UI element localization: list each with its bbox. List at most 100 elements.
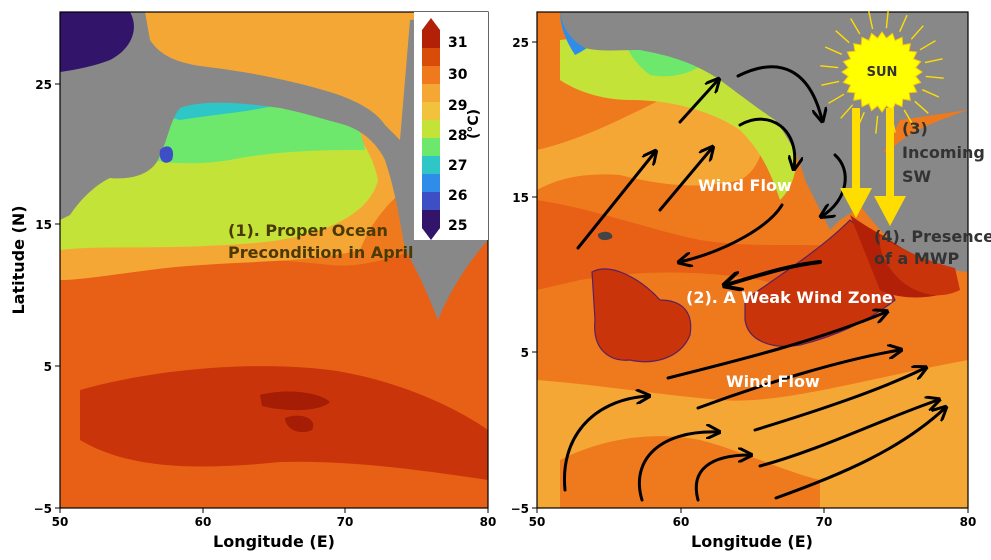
right-x-ticks: 50 60 70 80 — [529, 508, 977, 529]
right-xtick-label: 50 — [529, 515, 546, 529]
left-xtick-label: 50 — [52, 515, 69, 529]
right-xtick-label: 80 — [960, 515, 977, 529]
sun-ray — [840, 104, 854, 119]
sun-ray — [924, 58, 943, 64]
left-ytick-label: 15 — [35, 218, 52, 232]
left-xtick-label: 70 — [337, 515, 354, 529]
sun-ray — [899, 14, 908, 32]
right-xtick-label: 70 — [816, 515, 833, 529]
colorbar-segment — [422, 30, 440, 49]
colorbar-segment — [422, 210, 440, 229]
mwp-label: of a MWP — [874, 249, 959, 268]
right-ytick-label: 25 — [512, 36, 529, 50]
wind-flow-arrows — [562, 65, 945, 502]
left-annotation-line1: (1). Proper Ocean — [228, 221, 388, 240]
left-map-frame — [59, 11, 489, 509]
left-y-ticks: 25 15 5 −5 — [34, 78, 60, 516]
incoming-sw-label: (3) — [902, 119, 928, 138]
right-x-axis-label: Longitude (E) — [691, 532, 813, 551]
sun-ray — [824, 46, 842, 55]
colorbar-segment — [422, 120, 440, 139]
sun-ray — [885, 10, 889, 29]
colorbar-tick: 29 — [448, 98, 467, 114]
wind-arrow — [822, 153, 847, 216]
left-ytick-label: −5 — [34, 502, 52, 516]
wind-arrow — [562, 396, 648, 492]
colorbar-tick: 26 — [448, 188, 467, 204]
colorbar-segment — [422, 192, 440, 211]
right-map: SUN Wind Flow (2). A Weak Wind Zone Wind… — [511, 10, 991, 551]
y-axis-label: Latitude (N) — [9, 205, 28, 314]
wind-arrow — [758, 400, 938, 468]
wind-arrow — [680, 203, 784, 262]
sun-ray — [850, 18, 861, 35]
weak-wind-zone-label: (2). A Weak Wind Zone — [686, 288, 893, 307]
colorbar-tick: 31 — [448, 35, 467, 51]
wind-arrow — [738, 117, 795, 168]
left-x-ticks: 50 60 70 80 — [52, 508, 497, 529]
colorbar-segment — [422, 156, 440, 175]
sun-ray — [910, 25, 924, 40]
wind-arrow — [736, 65, 822, 120]
wind-arrow — [658, 148, 712, 212]
colorbar-tick: 25 — [448, 218, 467, 234]
right-y-ticks: 25 15 5 −5 — [511, 36, 537, 516]
sun-ray — [914, 100, 929, 114]
colorbar-segment — [422, 66, 440, 85]
sun-ray — [919, 40, 936, 51]
colorbar-segment — [422, 84, 440, 103]
sun-ray — [820, 65, 839, 69]
wind-arrow — [774, 408, 945, 500]
sun-label: SUN — [867, 65, 898, 80]
wind-flow-label-bottom: Wind Flow — [726, 372, 820, 391]
left-ytick-label: 25 — [35, 78, 52, 92]
sw-arrow-shaft — [852, 108, 860, 190]
colorbar-tick: 27 — [448, 158, 467, 174]
sun-ray — [835, 30, 850, 44]
wind-arrow — [694, 455, 750, 502]
left-x-axis-label: Longitude (E) — [213, 532, 335, 551]
wind-flow-label-top: Wind Flow — [698, 176, 792, 195]
right-ytick-label: −5 — [511, 502, 529, 516]
wind-arrow — [696, 350, 900, 410]
mwp-label: (4). Presence — [874, 227, 991, 246]
colorbar-segment — [422, 102, 440, 121]
left-annotation-line2: Precondition in April — [228, 243, 414, 262]
sun-ray — [828, 93, 845, 104]
wind-arrow — [576, 152, 655, 250]
sun-ray — [875, 115, 879, 134]
right-ytick-label: 15 — [512, 191, 529, 205]
sun-ray — [903, 109, 914, 126]
right-ytick-label: 5 — [521, 346, 529, 360]
left-ytick-label: 5 — [44, 360, 52, 374]
incoming-sw-arrows — [840, 108, 906, 226]
colorbar-tick: 30 — [448, 67, 468, 83]
incoming-sw-label: Incoming — [902, 143, 985, 162]
colorbar-segments — [422, 18, 440, 240]
left-xtick-label: 60 — [195, 515, 212, 529]
sun-ray — [922, 89, 940, 98]
colorbar-extend-max — [422, 18, 440, 30]
sun-ray — [925, 75, 944, 79]
right-xtick-label: 60 — [673, 515, 690, 529]
colorbar: 31 30 29 28 27 26 25 (°C) — [414, 12, 488, 240]
colorbar-tick: 28 — [448, 128, 467, 144]
wind-arrow — [637, 432, 718, 502]
sw-arrow-head — [874, 196, 906, 226]
colorbar-unit: (°C) — [466, 109, 482, 139]
wind-arrow — [666, 312, 886, 380]
sw-arrow-head — [840, 188, 872, 218]
sun-icon: SUN — [820, 10, 944, 134]
colorbar-segment — [422, 138, 440, 157]
colorbar-extend-min — [422, 228, 440, 240]
sun-ray — [868, 11, 874, 30]
left-xtick-label: 80 — [480, 515, 497, 529]
wind-arrow — [678, 80, 718, 124]
sun-ray — [821, 80, 840, 86]
wind-arrow — [726, 260, 822, 285]
wind-arrow — [753, 368, 925, 432]
colorbar-segment — [422, 174, 440, 193]
incoming-sw-label: SW — [902, 167, 932, 186]
sw-arrow-shaft — [886, 108, 894, 196]
